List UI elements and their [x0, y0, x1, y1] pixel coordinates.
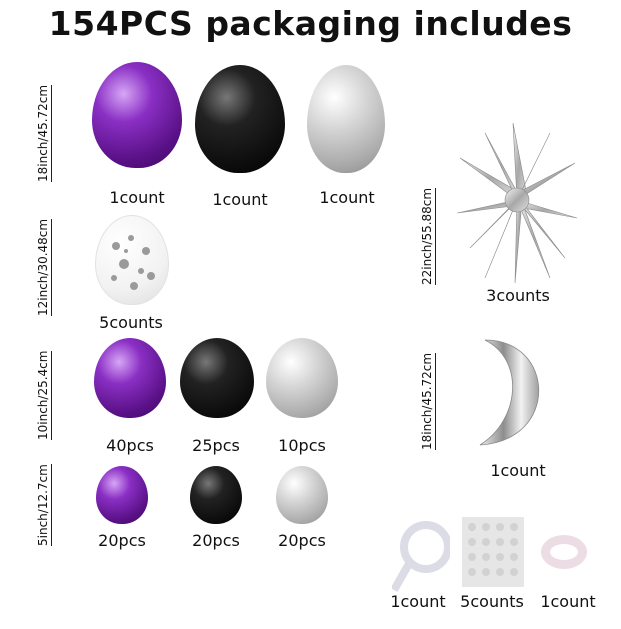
balloon-strip-icon	[392, 521, 450, 592]
balloon-purple-10	[94, 338, 166, 418]
size-label-18: 18inch/45.72cm	[36, 84, 52, 182]
count-label: 1count	[212, 190, 268, 209]
glue-dots-sheet-icon	[462, 517, 524, 587]
count-label: 5counts	[460, 592, 524, 611]
balloon-black-10	[180, 338, 254, 418]
balloon-silver-18	[307, 65, 385, 173]
balloon-purple-5	[96, 466, 148, 524]
size-label-12: 12inch/30.48cm	[36, 218, 52, 316]
size-label-10: 10inch/25.4cm	[36, 350, 52, 440]
balloon-black-18	[195, 65, 285, 173]
count-label: 25pcs	[192, 436, 240, 455]
balloon-silver-5	[276, 466, 328, 524]
balloon-black-5	[190, 466, 242, 524]
confetti-icon	[111, 235, 155, 290]
count-label: 20pcs	[278, 531, 326, 550]
balloon-silver-10	[266, 338, 338, 418]
count-label: 1count	[490, 461, 546, 480]
count-label: 1count	[540, 592, 596, 611]
balloon-purple-18	[92, 62, 182, 168]
count-label: 1count	[319, 188, 375, 207]
size-label-5: 5inch/12.7cm	[36, 464, 52, 546]
balloon-confetti-12	[95, 215, 169, 305]
count-label: 1count	[109, 188, 165, 207]
count-label: 10pcs	[278, 436, 326, 455]
crescent-moon-balloon-icon	[479, 339, 540, 446]
count-label: 20pcs	[98, 531, 146, 550]
count-label: 5counts	[99, 313, 163, 332]
count-label: 40pcs	[106, 436, 154, 455]
size-label-moon: 18inch/45.72cm	[420, 352, 436, 450]
count-label: 20pcs	[192, 531, 240, 550]
starburst-balloon-icon	[456, 122, 578, 283]
page-title: 154PCS packaging includes	[48, 4, 573, 43]
ribbon-roll-icon	[541, 535, 587, 569]
count-label: 1count	[390, 592, 446, 611]
count-label: 3counts	[486, 286, 550, 305]
size-label-star: 22inch/55.88cm	[420, 187, 436, 285]
